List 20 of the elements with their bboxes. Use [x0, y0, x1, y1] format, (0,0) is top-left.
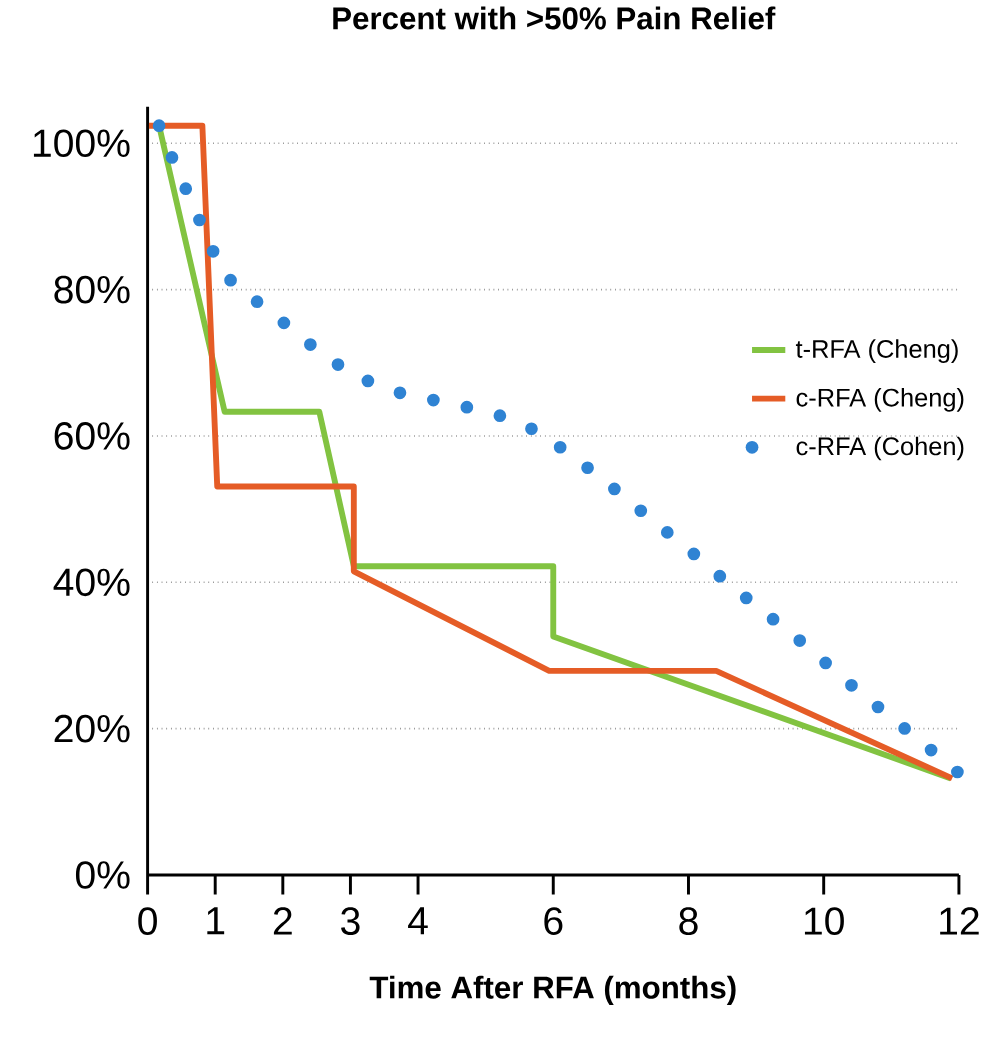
legend-label: t-RFA (Cheng): [795, 339, 958, 363]
y-tick-label: 80%: [54, 275, 130, 304]
y-tick-label: 40%: [53, 568, 130, 597]
x-tick-label: 12: [940, 907, 979, 935]
y-tick-label: 0%: [75, 861, 130, 889]
x-tick-label: 1: [207, 907, 225, 935]
x-tick-label: 3: [340, 907, 360, 935]
y-tick-label: 60%: [54, 422, 130, 450]
x-tick-label: 2: [273, 907, 292, 935]
y-tick-label: 20%: [54, 714, 130, 743]
x-tick-label: 4: [407, 907, 428, 935]
legend-label: c-RFA (Cohen): [796, 436, 964, 461]
x-tick-label: 10: [804, 907, 844, 935]
y-tick-label: 100%: [33, 129, 130, 158]
chart-title: Percent with >50% Pain Relief: [333, 6, 776, 30]
x-tick-label: 8: [679, 907, 698, 935]
x-tick-label: 6: [544, 907, 563, 935]
x-axis-title: Time After RFA (months): [369, 975, 736, 1005]
legend-label: c-RFA (Cheng): [796, 387, 964, 412]
x-tick-label: 0: [138, 907, 157, 935]
